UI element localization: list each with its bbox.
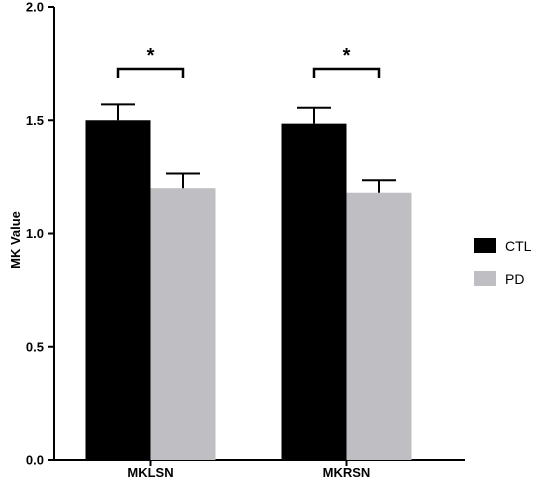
error-bars — [101, 103, 396, 193]
bars — [85, 120, 412, 461]
significance-markers: * * — [116, 45, 381, 78]
significance-star: * — [343, 45, 351, 67]
x-axis: MKLSN MKRSN — [54, 459, 465, 480]
y-tick-label: 1.0 — [26, 226, 44, 241]
significance-bracket — [312, 67, 381, 78]
legend-label-pd: PD — [505, 271, 524, 287]
y-axis: 0.0 0.5 1.0 1.5 2.0 — [26, 0, 55, 468]
legend-swatch-pd — [474, 271, 496, 286]
bar-ctl-mklsn — [85, 120, 151, 460]
bar-pd-mklsn — [150, 188, 216, 460]
legend-label-ctl: CTL — [505, 238, 532, 254]
bar-ctl-mkrsn — [281, 123, 347, 461]
y-tick-label: 0.5 — [26, 339, 44, 354]
x-tick-label: MKLSN — [127, 465, 173, 480]
y-tick-label: 1.5 — [26, 113, 44, 128]
legend-swatch-ctl — [474, 238, 496, 253]
bar-pd-mkrsn — [346, 192, 412, 461]
significance-star: * — [147, 45, 155, 67]
y-tick-label: 2.0 — [26, 0, 44, 15]
significance-bracket — [116, 67, 185, 78]
legend: CTL PD — [474, 238, 532, 287]
x-tick-label: MKRSN — [323, 465, 371, 480]
y-tick-label: 0.0 — [26, 453, 44, 468]
y-axis-title: MK Value — [8, 211, 23, 269]
